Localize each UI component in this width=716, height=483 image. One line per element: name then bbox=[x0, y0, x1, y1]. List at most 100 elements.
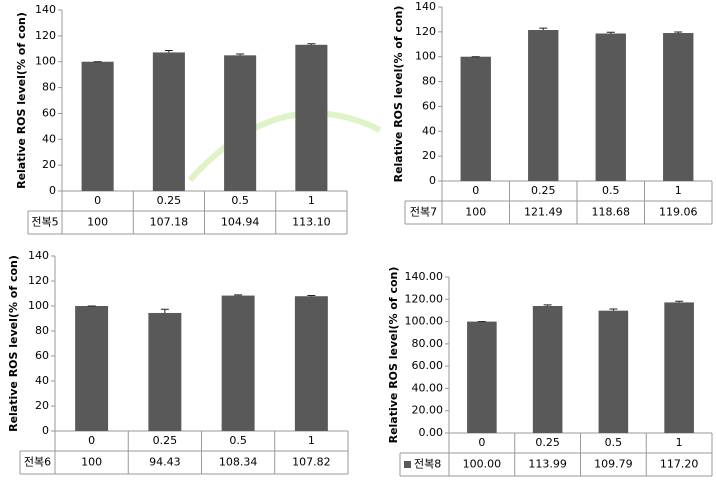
y-tick-label: 140 bbox=[28, 249, 49, 262]
value-label: 113.99 bbox=[528, 458, 567, 471]
bar bbox=[598, 310, 629, 433]
error-bar bbox=[606, 31, 615, 34]
value-label: 108.34 bbox=[219, 456, 258, 469]
value-label: 118.68 bbox=[592, 206, 631, 219]
bar bbox=[75, 306, 109, 431]
value-label: 104.94 bbox=[221, 216, 260, 229]
x-tick-label: 0.25 bbox=[535, 436, 560, 449]
x-tick-label: 1 bbox=[308, 434, 315, 447]
y-axis-label: Relative ROS level(% of con) bbox=[392, 6, 405, 183]
y-tick-label: 80 bbox=[35, 324, 49, 337]
y-tick-label: 60.00 bbox=[412, 359, 444, 372]
legend-label: 전복8 bbox=[414, 458, 441, 471]
error-bar bbox=[609, 308, 618, 311]
bar bbox=[148, 312, 182, 431]
x-tick-label: 0.5 bbox=[602, 184, 620, 197]
y-tick-label: 20.00 bbox=[412, 404, 444, 417]
y-axis-label: Relative ROS level(% of con) bbox=[7, 255, 20, 432]
error-bar bbox=[675, 300, 684, 303]
y-tick-label: 140 bbox=[35, 3, 56, 16]
error-bar bbox=[543, 304, 552, 306]
y-tick-label: 20 bbox=[422, 149, 436, 162]
value-label: 100.00 bbox=[463, 458, 502, 471]
x-tick-label: 0 bbox=[94, 194, 101, 207]
value-label: 107.82 bbox=[292, 456, 331, 469]
x-tick-label: 0.5 bbox=[605, 436, 623, 449]
legend-swatch bbox=[404, 461, 411, 468]
value-label: 100 bbox=[81, 456, 102, 469]
legend-label: 전복7 bbox=[410, 206, 437, 219]
y-tick-label: 40 bbox=[42, 132, 56, 145]
x-tick-label: 1 bbox=[676, 436, 683, 449]
decoration bbox=[187, 110, 382, 183]
bar bbox=[532, 305, 563, 433]
y-tick-label: 100 bbox=[35, 55, 56, 68]
y-tick-label: 0 bbox=[429, 174, 436, 187]
bar bbox=[295, 44, 328, 191]
x-tick-label: 0.5 bbox=[231, 194, 249, 207]
y-tick-label: 80 bbox=[42, 81, 56, 94]
bar bbox=[664, 302, 694, 433]
y-tick-label: 60 bbox=[42, 106, 56, 119]
legend-label: 전복5 bbox=[31, 216, 58, 229]
x-tick-label: 0.25 bbox=[153, 434, 178, 447]
value-label: 117.20 bbox=[660, 458, 699, 471]
bar bbox=[528, 30, 559, 182]
y-tick-label: 0.00 bbox=[419, 426, 444, 439]
bar bbox=[467, 321, 497, 433]
value-label: 119.06 bbox=[659, 206, 698, 219]
y-tick-label: 40 bbox=[422, 124, 436, 137]
error-bar bbox=[236, 53, 245, 56]
bar bbox=[152, 52, 185, 191]
value-label: 107.18 bbox=[150, 216, 189, 229]
bar bbox=[460, 56, 491, 181]
y-tick-label: 0 bbox=[42, 424, 49, 437]
y-tick-label: 100 bbox=[415, 50, 436, 63]
x-tick-label: 1 bbox=[308, 194, 315, 207]
y-tick-label: 120 bbox=[35, 29, 56, 42]
error-bar bbox=[307, 43, 316, 45]
y-tick-label: 100 bbox=[28, 299, 49, 312]
y-tick-label: 60 bbox=[35, 349, 49, 362]
y-tick-label: 0 bbox=[49, 184, 56, 197]
y-tick-label: 140 bbox=[415, 0, 436, 13]
value-label: 109.79 bbox=[594, 458, 633, 471]
error-bar bbox=[674, 31, 683, 34]
x-tick-label: 0 bbox=[88, 434, 95, 447]
y-tick-label: 120.00 bbox=[405, 292, 444, 305]
value-label: 94.43 bbox=[149, 456, 181, 469]
y-tick-label: 80 bbox=[422, 75, 436, 88]
x-tick-label: 0.25 bbox=[531, 184, 556, 197]
value-label: 100 bbox=[465, 206, 486, 219]
x-tick-label: 1 bbox=[675, 184, 682, 197]
y-tick-label: 20 bbox=[42, 158, 56, 171]
error-bar bbox=[164, 49, 173, 53]
y-tick-label: 100.00 bbox=[405, 315, 444, 328]
error-bar bbox=[234, 294, 243, 296]
y-tick-label: 140.00 bbox=[405, 270, 444, 283]
y-tick-label: 120 bbox=[415, 25, 436, 38]
y-tick-label: 80.00 bbox=[412, 337, 444, 350]
y-tick-label: 40.00 bbox=[412, 381, 444, 394]
bar bbox=[221, 295, 255, 431]
bar bbox=[595, 33, 626, 182]
y-tick-label: 120 bbox=[28, 274, 49, 287]
bar bbox=[81, 61, 114, 191]
y-tick-label: 20 bbox=[35, 399, 49, 412]
error-bar bbox=[539, 27, 548, 31]
y-axis-label: Relative ROS level(% of con) bbox=[15, 12, 28, 189]
bar bbox=[663, 33, 694, 182]
x-tick-label: 0 bbox=[472, 184, 479, 197]
y-axis-label: Relative ROS level(% of con) bbox=[387, 267, 400, 444]
bar bbox=[224, 55, 257, 191]
x-tick-label: 0 bbox=[478, 436, 485, 449]
value-label: 113.10 bbox=[292, 216, 331, 229]
y-tick-label: 60 bbox=[422, 99, 436, 112]
bar bbox=[294, 296, 328, 431]
x-tick-label: 0.5 bbox=[229, 434, 247, 447]
y-tick-label: 40 bbox=[35, 374, 49, 387]
value-label: 100 bbox=[87, 216, 108, 229]
x-tick-label: 0.25 bbox=[157, 194, 182, 207]
error-bar bbox=[307, 294, 316, 297]
